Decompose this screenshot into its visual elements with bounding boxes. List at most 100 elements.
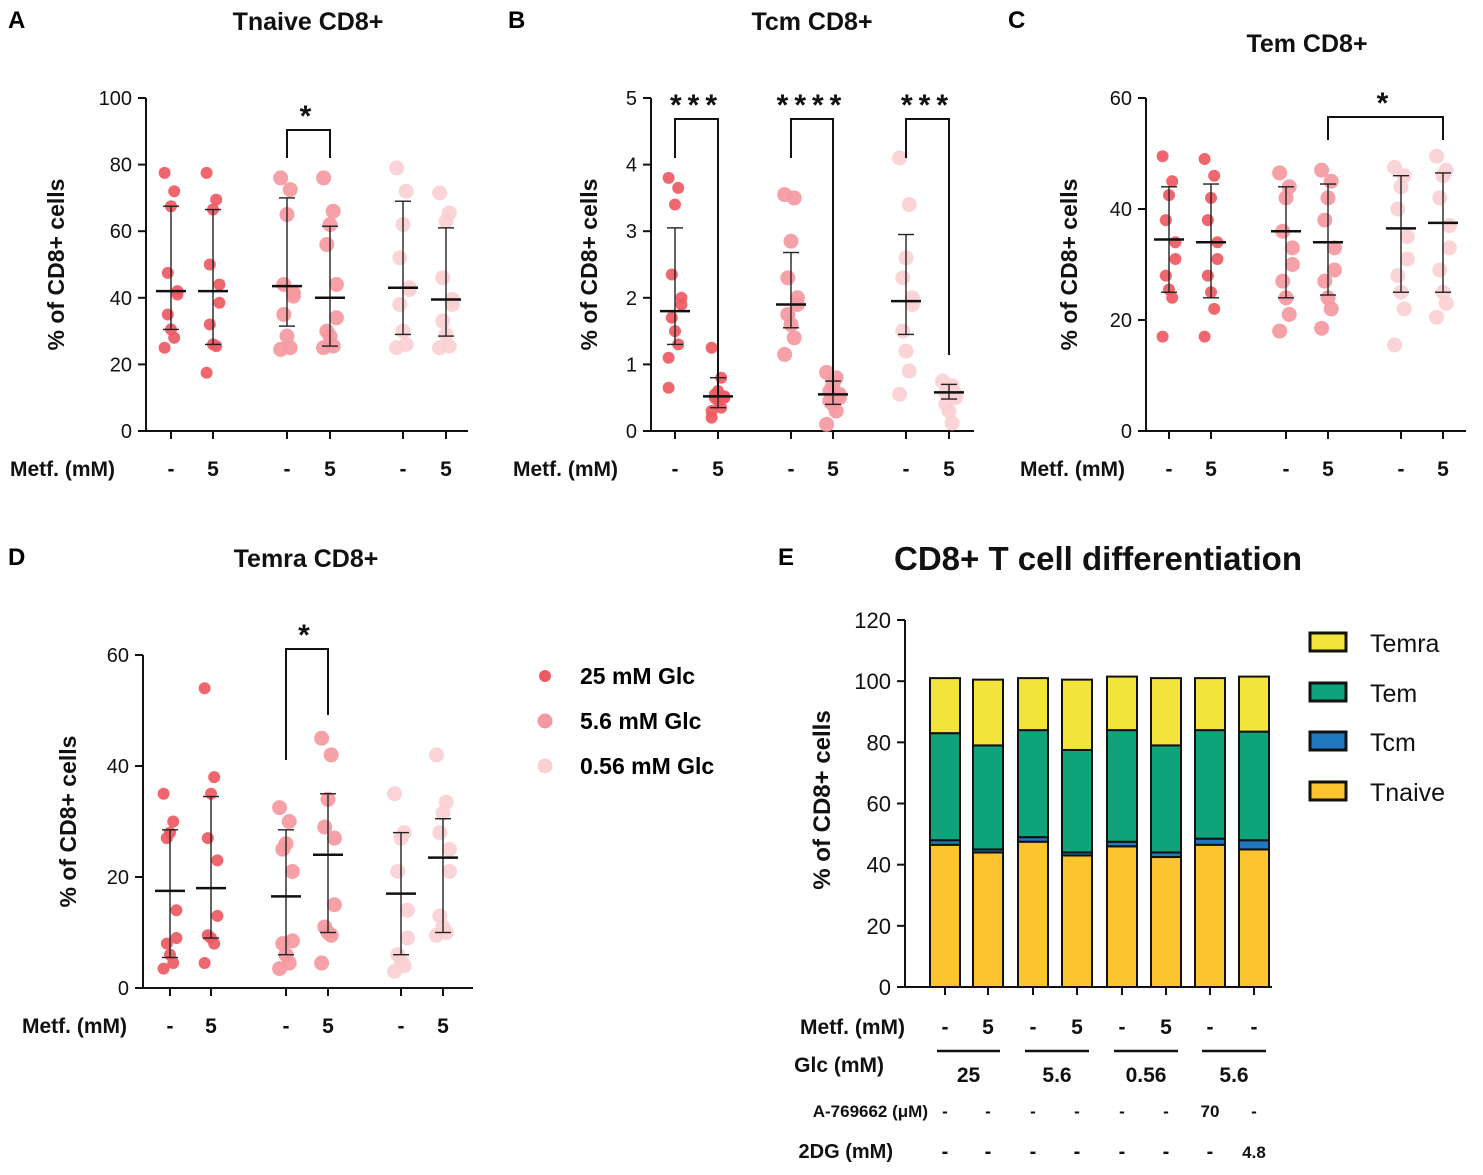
x-tick-label: 5	[1322, 458, 1334, 481]
panel-a-tnaive: Tnaive CD8+ % of CD8+ cells 0 20 40 60 80 100 - 5…	[10, 8, 468, 481]
bar-segment-tnaive	[1238, 848, 1270, 988]
data-point	[904, 296, 920, 312]
data-point	[1198, 330, 1211, 343]
glucose-value: 5.6	[1219, 1064, 1248, 1087]
x-tick-label: 5	[324, 458, 336, 481]
y-tick-label: 0	[626, 421, 637, 443]
x-tick-label: 5	[712, 458, 724, 481]
significance-marker: ****	[777, 89, 848, 122]
data-point	[316, 340, 332, 356]
x-tick-label: -	[1166, 458, 1173, 481]
a769662-value: -	[1030, 1102, 1036, 1121]
data-point	[1399, 229, 1415, 245]
y-axis-label: % of CD8+ cells	[55, 736, 81, 908]
data-point	[319, 237, 335, 253]
legend-swatch-temra	[1308, 631, 1348, 653]
data-point	[1323, 301, 1339, 317]
data-point	[895, 270, 911, 286]
data-point	[1390, 201, 1406, 217]
data-point	[941, 403, 957, 419]
y-tick-label: 20	[110, 354, 132, 376]
data-point	[1208, 302, 1221, 315]
dg-value: -	[1119, 1141, 1126, 1163]
y-tick-label: 120	[854, 608, 891, 633]
a769662-value: -	[942, 1102, 948, 1121]
data-point	[399, 902, 415, 918]
dg-value: -	[985, 1141, 992, 1163]
data-point	[200, 366, 213, 379]
bar-segment-tnaive	[1106, 845, 1138, 988]
data-point	[170, 932, 183, 945]
y-tick-label: 0	[121, 421, 132, 443]
significance-bracket	[285, 648, 329, 760]
data-point	[168, 331, 181, 344]
a769662-value: -	[1251, 1102, 1257, 1121]
data-point	[1323, 173, 1339, 189]
metformin-label: Metf. (mM)	[800, 1016, 905, 1039]
data-point	[170, 904, 183, 917]
y-tick-label: 20	[867, 914, 891, 939]
chart-title: CD8+ T cell differentiation	[894, 540, 1302, 577]
y-tick-label: 40	[867, 853, 891, 878]
significance-marker: ***	[670, 89, 723, 122]
data-point	[392, 296, 408, 312]
data-point	[441, 841, 457, 857]
data-point	[435, 313, 451, 329]
data-point	[314, 730, 330, 746]
bar-segment-tem	[1106, 729, 1138, 843]
data-point	[432, 185, 448, 201]
x-tick-label: -	[284, 458, 291, 481]
data-point	[892, 386, 908, 402]
data-point	[1284, 257, 1300, 272]
panel-b-tcm: Tcm CD8+ % of CD8+ cells 0 1 2 3 4 5 - 5 - 5 - 5 Metf.…	[513, 8, 974, 481]
data-point	[898, 343, 914, 359]
data-point	[211, 909, 224, 922]
data-point	[1156, 330, 1169, 343]
data-point	[1396, 301, 1412, 317]
bar-segment-temra	[1238, 675, 1270, 733]
bar-segment-tnaive	[972, 851, 1004, 989]
data-point	[432, 825, 448, 841]
a769662-value: -	[1163, 1102, 1169, 1121]
chart-title: Tem CD8+	[1246, 30, 1367, 58]
data-point	[399, 930, 415, 946]
chart-title: Tnaive CD8+	[233, 8, 384, 36]
dg-value: -	[1074, 1141, 1081, 1163]
legend-label-0-56-glc: 0.56 mM Glc	[580, 753, 714, 779]
data-point	[1438, 295, 1454, 311]
data-point	[1399, 251, 1415, 267]
bar-segment-temra	[1061, 678, 1093, 751]
bar-segment-tem	[1194, 729, 1226, 840]
data-point	[281, 814, 297, 829]
bar-segment-tnaive	[1194, 843, 1226, 988]
y-tick-label: 0	[118, 978, 129, 1000]
data-point	[1432, 262, 1448, 278]
panel-letter-a: A	[8, 7, 25, 34]
data-point	[1429, 309, 1445, 325]
data-point	[901, 363, 917, 379]
data-point	[168, 185, 181, 198]
data-point	[398, 183, 414, 199]
x-tick-label: -	[1398, 458, 1405, 481]
data-point	[1159, 214, 1172, 227]
chart-title: Tcm CD8+	[751, 8, 872, 36]
y-tick-label: 3	[626, 221, 637, 243]
bar-segment-temra	[1194, 677, 1226, 732]
significance-bracket	[905, 118, 950, 355]
data-point	[1198, 153, 1211, 166]
data-point	[705, 341, 718, 354]
glucose-value: 0.56	[1126, 1064, 1167, 1087]
metformin-value: 5	[982, 1016, 994, 1039]
data-point	[210, 340, 223, 353]
legend-swatch-tcm	[1308, 730, 1348, 752]
data-point	[1211, 252, 1224, 265]
y-tick-label: 0	[879, 975, 891, 1000]
x-tick-label: -	[400, 458, 407, 481]
data-point	[325, 203, 341, 219]
data-point	[819, 416, 835, 432]
y-axis-label: % of CD8+ cells	[43, 179, 69, 351]
data-point	[435, 270, 451, 286]
data-point	[161, 266, 174, 279]
data-point	[1201, 214, 1214, 227]
data-point	[276, 306, 292, 322]
